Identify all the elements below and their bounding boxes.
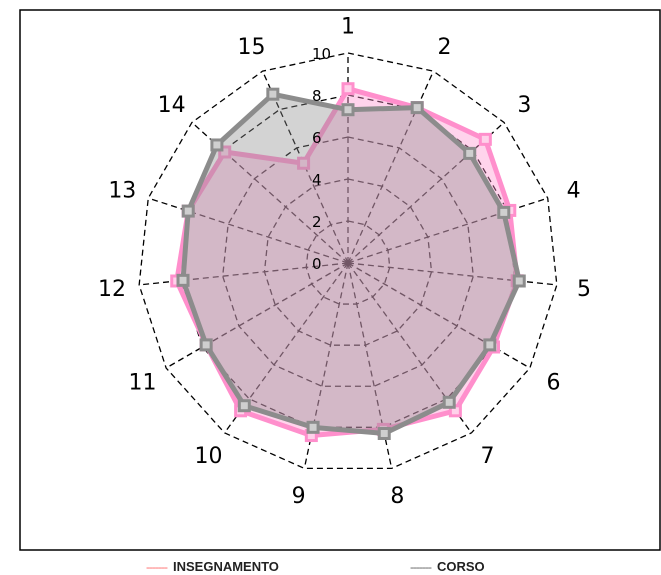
category-label-10: 10 <box>195 444 223 469</box>
point-corso-9 <box>306 420 320 434</box>
category-label-15: 15 <box>237 35 265 60</box>
grid-spoke-3 <box>347 121 505 264</box>
category-label-11: 11 <box>128 371 156 396</box>
category-label-8: 8 <box>390 484 404 509</box>
radar-series <box>170 82 526 443</box>
radial-tick-6: 6 <box>312 129 322 147</box>
category-label-6: 6 <box>547 371 561 396</box>
grid-ring-6 <box>222 136 474 387</box>
legend-corso: ------- CORSO <box>410 559 485 575</box>
point-insegnamento-1 <box>341 82 355 96</box>
category-label-9: 9 <box>292 484 306 509</box>
category-label-13: 13 <box>108 179 136 204</box>
category-label-2: 2 <box>438 35 452 60</box>
point-corso-3 <box>463 146 477 160</box>
point-insegnamento-15 <box>297 156 311 170</box>
category-label-12: 12 <box>98 277 126 302</box>
radial-tick-0: 0 <box>312 255 322 273</box>
category-label-5: 5 <box>577 277 591 302</box>
legend-corso-label: CORSO <box>436 559 485 574</box>
point-corso-6 <box>483 338 497 352</box>
category-label-3: 3 <box>517 93 531 118</box>
category-label-4: 4 <box>567 179 581 204</box>
grid-spoke-11 <box>165 262 349 369</box>
point-corso-4 <box>497 205 511 219</box>
point-corso-13 <box>181 204 195 218</box>
legend-insegnamento-label: INSEGNAMENTO <box>172 559 279 574</box>
point-corso-1 <box>341 103 355 117</box>
point-corso-5 <box>512 274 526 288</box>
grid-spoke-13 <box>148 197 349 264</box>
grid-ring-4 <box>263 178 433 346</box>
grid-ring-10 <box>138 52 558 470</box>
radial-tick-10: 10 <box>312 45 331 63</box>
point-corso-15 <box>266 87 280 101</box>
radial-tick-2: 2 <box>312 213 322 231</box>
legend-corso-swatch: ------- <box>410 560 432 574</box>
point-corso-2 <box>410 101 424 115</box>
point-corso-12 <box>176 273 190 287</box>
point-corso-10 <box>237 399 251 413</box>
point-corso-7 <box>442 395 456 409</box>
point-corso-8 <box>377 426 391 440</box>
point-corso-11 <box>199 338 213 352</box>
point-insegnamento-14 <box>218 145 232 159</box>
point-insegnamento-3 <box>478 132 492 146</box>
point-corso-14 <box>210 138 224 152</box>
radial-tick-8: 8 <box>312 87 322 105</box>
grid-ring-2 <box>305 220 391 305</box>
legend-insegnamento-swatch: ------- <box>146 560 168 574</box>
series-area-corso <box>180 91 522 436</box>
category-label-14: 14 <box>158 93 186 118</box>
radial-tick-4: 4 <box>312 171 322 189</box>
category-label-7: 7 <box>480 444 494 469</box>
legend-insegnamento: ------- INSEGNAMENTO <box>146 559 279 575</box>
category-label-1: 1 <box>341 15 355 40</box>
